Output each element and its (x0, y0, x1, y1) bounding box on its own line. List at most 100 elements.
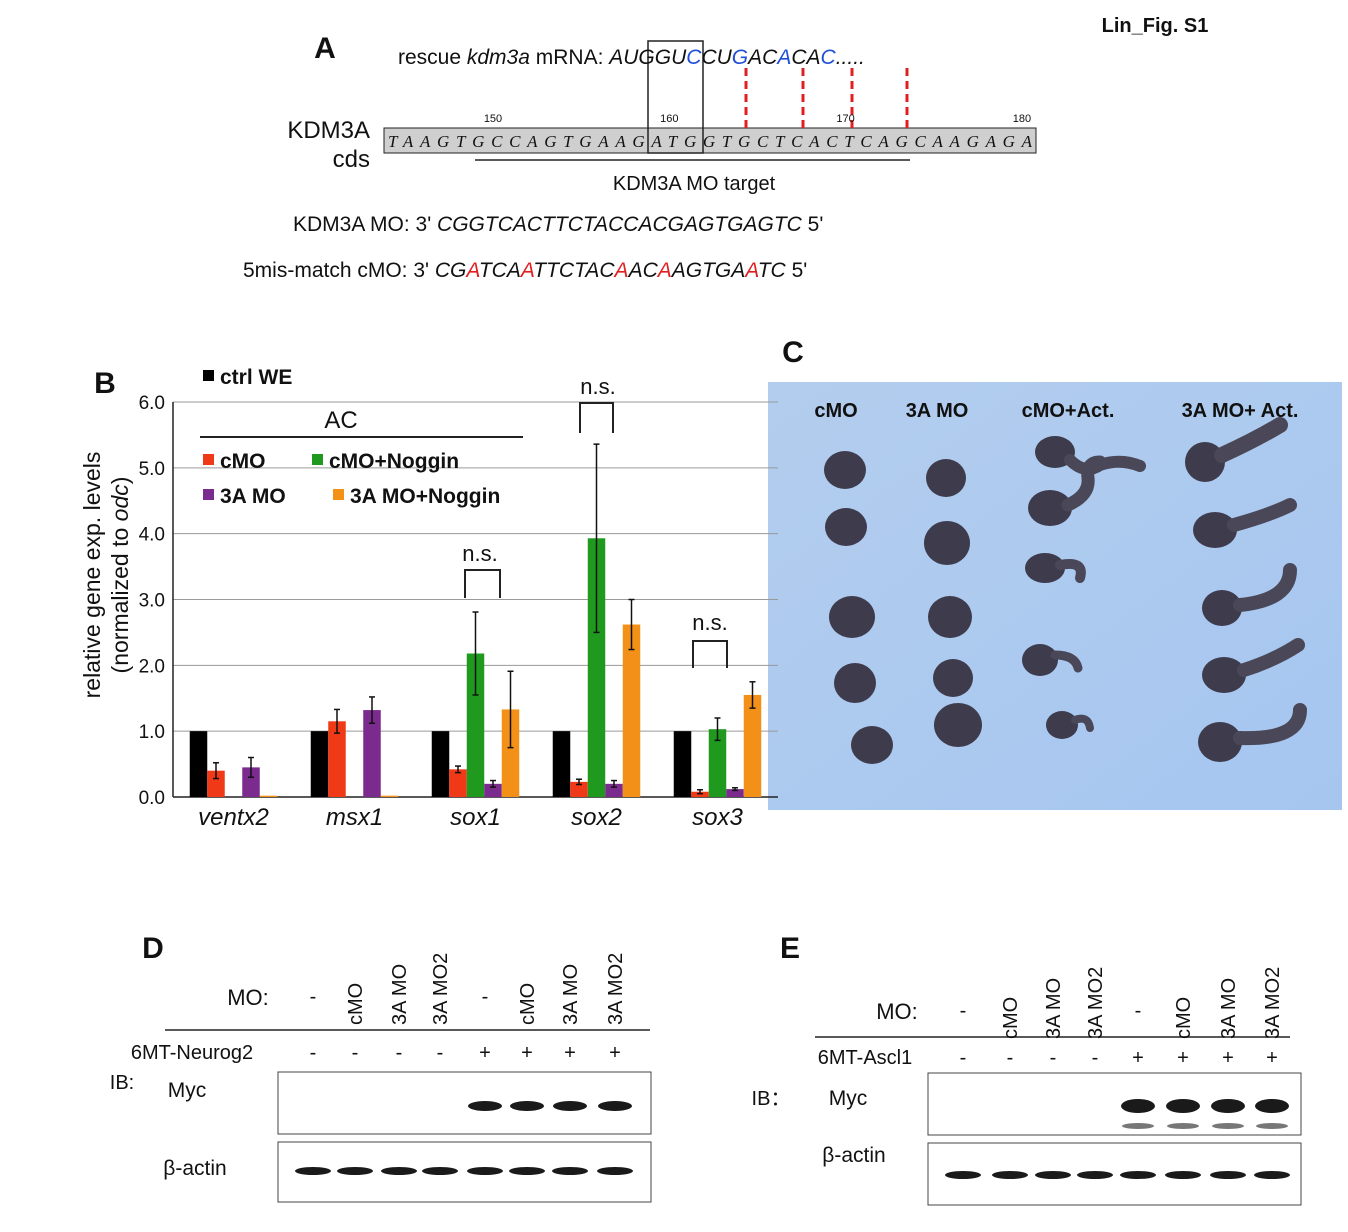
legend-swatch (203, 454, 214, 465)
position-label: 150 (484, 113, 502, 125)
bar (466, 653, 485, 797)
error-bar (749, 681, 756, 709)
sign-label: + (609, 1042, 621, 1064)
mo-label: MO: (876, 999, 918, 1024)
sequence-part: A (613, 259, 629, 282)
mrna-label: kdm3a (467, 46, 530, 69)
lane-label: - (310, 986, 317, 1008)
lane-label: 3A MO2 (605, 953, 627, 1025)
cds-sequence: TAAGTGCCAGTGAAGATGGTGCTCACTCAGCAAGAGA (388, 132, 1033, 151)
panel-label: C (782, 336, 804, 369)
sign-label: + (1177, 1047, 1189, 1069)
sign-label: - (396, 1042, 403, 1064)
x-tick-label: sox1 (450, 804, 501, 831)
y-label-line: relative gene exp. levels (79, 452, 105, 699)
error-bar (334, 708, 340, 734)
cds-label: cds (333, 146, 370, 173)
construct-label: 6MT-Ascl1 (818, 1047, 912, 1069)
mo-sequence-line: KDM3A MO: 3' CGGTCACTTCTACCACGAGTGAGTC 5… (293, 213, 823, 236)
band (1211, 1099, 1245, 1113)
sequence-part: A (656, 259, 672, 282)
bar (726, 789, 744, 797)
start-codon-box (647, 40, 704, 154)
band (381, 1167, 417, 1175)
sequence-part: CA (791, 46, 820, 69)
sequence-part: A (743, 259, 758, 282)
x-tick-label: msx1 (326, 804, 383, 831)
ib-label: IB: (110, 1072, 134, 1094)
error-bar (593, 443, 600, 634)
sequence-part: C (821, 46, 837, 69)
sign-label: - (1007, 1047, 1014, 1069)
lane-label: 3A MO (1218, 978, 1240, 1039)
sequence-part: CGGTCACTTCTACCACGAGTGAGTC (437, 213, 803, 236)
lane-label: 3A MO (560, 964, 582, 1025)
column-label: 3A MO+ Act. (1182, 400, 1299, 422)
band (467, 1167, 503, 1175)
sign-label: - (310, 1042, 317, 1064)
legend-swatch (203, 489, 214, 500)
sign-label: + (564, 1042, 576, 1064)
bar (259, 795, 278, 797)
band (1035, 1171, 1071, 1179)
mrna-line: rescue kdm3a mRNA: AUGGUCCUGACACAC..... (398, 46, 865, 69)
bar (501, 709, 520, 797)
sign-label: - (1050, 1047, 1057, 1069)
y-tick-label: 0.0 (139, 788, 165, 809)
band (1122, 1123, 1154, 1129)
y-axis-label: relative gene exp. levels (79, 452, 105, 699)
band (1121, 1099, 1155, 1113)
band (1165, 1171, 1201, 1179)
position-label: 160 (660, 113, 678, 125)
annotation: AC (324, 407, 357, 434)
error-bar (248, 756, 254, 778)
annotation: n.s. (462, 541, 497, 566)
band (1210, 1171, 1246, 1179)
band (1077, 1171, 1113, 1179)
error-bar (455, 765, 461, 774)
sequence-part: CU (701, 46, 732, 69)
error-bar (369, 696, 375, 725)
lane-label: cMO (345, 983, 367, 1025)
band (552, 1167, 588, 1175)
error-bar (472, 611, 479, 696)
blot-label: Myc (829, 1087, 868, 1110)
lane-label: 3A MO (389, 964, 411, 1025)
band (1212, 1123, 1244, 1129)
legend-label: cMO (220, 450, 266, 473)
y-tick-label: 1.0 (139, 722, 165, 743)
y-label-part: (normalized to (107, 521, 133, 673)
bar (552, 731, 571, 797)
blot-label: β-actin (163, 1157, 226, 1180)
sequence-part: A (519, 259, 534, 282)
bar (570, 781, 588, 797)
legend-label: ctrl WE (220, 366, 292, 389)
sign-label: - (1092, 1047, 1099, 1069)
lane-label: cMO (517, 983, 539, 1025)
sign-label: - (352, 1042, 359, 1064)
band (337, 1167, 373, 1175)
bracket (692, 640, 728, 668)
bar (587, 538, 606, 797)
sequence-part: A (464, 259, 479, 282)
blot-frame (277, 1071, 652, 1135)
band (295, 1167, 331, 1175)
error-bar (490, 779, 496, 788)
x-tick-label: sox3 (692, 804, 743, 831)
sequence-part: G (732, 46, 748, 69)
bar (743, 694, 762, 797)
error-bar (714, 717, 721, 742)
band (1254, 1171, 1290, 1179)
mismatch-lines (744, 68, 909, 128)
sign-label: - (960, 1047, 967, 1069)
cds-box (383, 127, 1037, 154)
bar (380, 795, 399, 797)
sign-label: + (1132, 1047, 1144, 1069)
legend-label: cMO+Noggin (329, 450, 459, 473)
panel-label: E (780, 932, 800, 965)
panel-label: A (314, 32, 336, 65)
bar (242, 767, 260, 797)
bar (363, 710, 381, 797)
lane-label: - (482, 986, 489, 1008)
